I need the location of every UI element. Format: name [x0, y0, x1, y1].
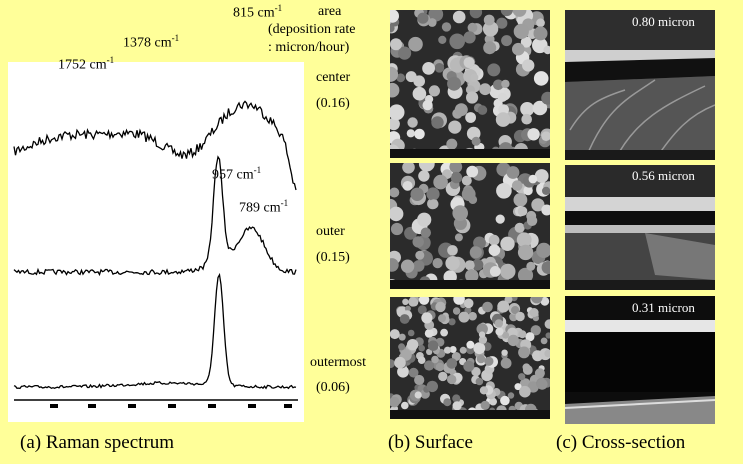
peak-label-1378: 1378 cm-1	[123, 33, 180, 51]
sample-name-outermost: outermost	[310, 355, 366, 370]
surface-image-center	[390, 10, 550, 158]
peak-label-789: 789 cm-1	[239, 198, 289, 216]
legend-deposition-rate: (deposition rate	[268, 22, 356, 37]
cross-section-image-outer	[565, 165, 715, 290]
legend-area: area	[318, 4, 342, 19]
spectrum-trace-outer	[13, 155, 297, 277]
peak-label-1752: 1752 cm-1	[58, 55, 115, 73]
spectrum-trace-center	[13, 100, 297, 191]
spectrum-trace-outermost	[13, 272, 297, 390]
peak-label-957: 957 cm-1	[212, 165, 262, 183]
thickness-label-outermost: 0.31 micron	[632, 300, 695, 315]
surface-image-outer	[390, 163, 550, 289]
sample-name-outer: outer	[316, 224, 345, 239]
caption-cross-section: (c) Cross-section	[556, 432, 686, 453]
cross-section-image-outermost	[565, 296, 715, 424]
thickness-label-outer: 0.56 micron	[632, 168, 695, 183]
sample-rate-outermost: (0.06)	[316, 380, 350, 395]
sample-name-center: center	[316, 70, 351, 85]
spectrum-axis-ticks	[50, 404, 292, 408]
cross-section-image-center	[565, 10, 715, 160]
peak-label-815: 815 cm-1	[233, 3, 283, 21]
sample-rate-outer: (0.15)	[316, 250, 350, 265]
surface-image-outermost	[390, 297, 550, 419]
raman-spectrum-panel	[8, 62, 304, 422]
sample-rate-center: (0.16)	[316, 96, 350, 111]
caption-raman-spectrum: (a) Raman spectrum	[20, 432, 175, 453]
legend-unit: : micron/hour)	[268, 40, 350, 55]
caption-surface: (b) Surface	[388, 432, 473, 453]
thickness-label-center: 0.80 micron	[632, 14, 695, 29]
raman-spectrum-plot	[13, 100, 298, 408]
